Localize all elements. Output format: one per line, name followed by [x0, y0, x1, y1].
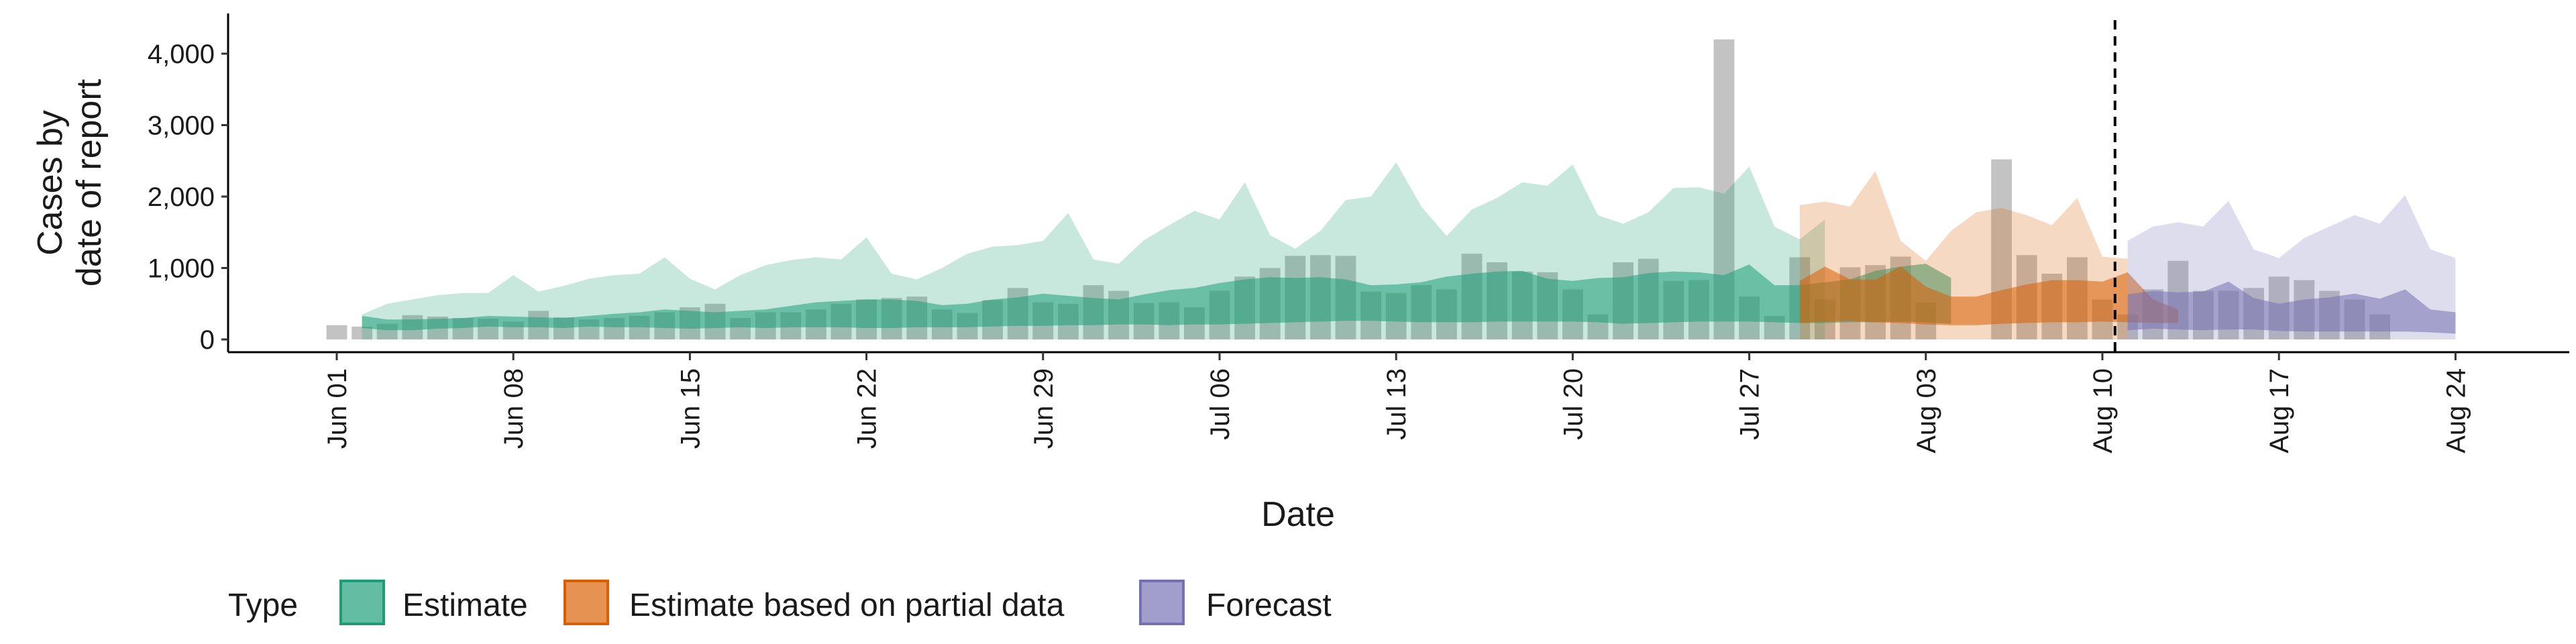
legend-label-forecast: Forecast	[1206, 588, 1332, 623]
legend: Type Estimate Estimate based on partial …	[228, 580, 1332, 625]
chart-axes	[227, 13, 2569, 354]
legend-title: Type	[228, 588, 298, 623]
y-tick-label: 4,000	[148, 40, 215, 69]
estimate-inner-band	[362, 264, 1951, 331]
x-tick-label: Aug 03	[1912, 368, 1941, 453]
legend-label-partial-estimate: Estimate based on partial data	[629, 588, 1065, 623]
x-tick-label: Jul 20	[1558, 368, 1588, 440]
y-tick-label: 0	[200, 325, 215, 355]
partial-estimate-inner-band	[1799, 266, 2178, 325]
forecast-inner-band	[2127, 281, 2456, 334]
legend-key-partial-estimate	[564, 580, 609, 625]
x-tick-label: Jun 22	[853, 368, 882, 449]
case-bar	[326, 325, 347, 339]
y-axis-title-line-2: date of report	[70, 78, 109, 286]
y-axis-ticks: 0 1,000 2,000 3,000 4,000	[148, 40, 228, 355]
y-axis-title-line-1: Cases by	[31, 110, 70, 256]
x-tick-label: Aug 24	[2441, 368, 2471, 453]
x-axis-ticks: Jun 01 Jun 08 Jun 15 Jun 22 Jun 29 Jul 06 Jul …	[323, 352, 2471, 453]
x-tick-label: Jun 29	[1029, 368, 1059, 449]
y-tick-label: 1,000	[148, 254, 215, 284]
x-tick-label: Jun 01	[323, 368, 352, 449]
y-tick-label: 2,000	[148, 182, 215, 212]
x-axis-title: Date	[1261, 495, 1335, 534]
x-tick-label: Jun 08	[499, 368, 529, 449]
y-tick-label: 3,000	[148, 111, 215, 141]
legend-label-estimate: Estimate	[402, 588, 528, 623]
legend-key-forecast	[1139, 580, 1185, 625]
x-tick-label: Jul 06	[1205, 368, 1235, 440]
estimate-bands	[362, 162, 2456, 339]
case-bar	[352, 326, 372, 339]
x-tick-label: Aug 17	[2265, 368, 2294, 453]
x-tick-label: Jul 27	[1735, 368, 1765, 440]
x-tick-label: Jun 15	[676, 368, 705, 449]
x-tick-label: Aug 10	[2088, 368, 2118, 453]
x-tick-label: Jul 13	[1382, 368, 1411, 440]
legend-key-estimate	[339, 580, 385, 625]
